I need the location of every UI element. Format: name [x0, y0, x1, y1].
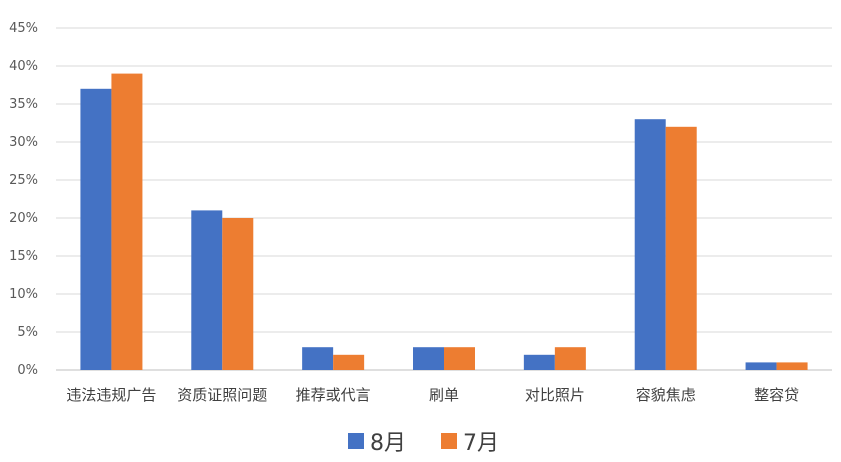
y-tick-label: 10%: [9, 287, 38, 302]
bar-aug-6: [745, 362, 777, 370]
bar-aug-0: [80, 88, 112, 371]
y-tick-label: 40%: [9, 59, 38, 74]
bar-jul-4: [554, 347, 586, 370]
legend-label: 7月: [463, 431, 499, 456]
bar-jul-5: [665, 126, 697, 370]
y-tick-label: 35%: [9, 97, 38, 112]
y-tick-label: 30%: [9, 135, 38, 150]
y-axis-ticks: 0% 5% 10% 15% 20% 25% 30% 35% 40% 45%: [9, 21, 38, 378]
x-category-label: 整容贷: [754, 386, 799, 404]
bar-aug-4: [523, 354, 555, 370]
x-category-label: 资质证照问题: [177, 386, 267, 404]
bar-aug-3: [413, 347, 444, 370]
legend: 8月 7月: [348, 431, 499, 456]
y-tick-label: 45%: [9, 21, 38, 36]
legend-label: 8月: [370, 431, 406, 456]
x-category-label: 违法违规广告: [66, 386, 156, 404]
y-tick-label: 25%: [9, 173, 38, 188]
bar-jul-2: [333, 354, 365, 370]
legend-swatch: [441, 433, 457, 449]
y-tick-label: 20%: [9, 211, 38, 226]
x-category-label: 对比照片: [525, 386, 585, 404]
gridlines: [56, 27, 832, 371]
bar-jul-0: [111, 73, 143, 370]
bar-jul-1: [222, 218, 254, 370]
x-category-label: 刷单: [429, 386, 459, 404]
bar-aug-1: [191, 210, 223, 370]
bars: [80, 73, 808, 371]
x-category-label: 容貌焦虑: [636, 386, 696, 404]
y-tick-label: 0%: [17, 363, 38, 378]
x-category-label: 推荐或代言: [296, 386, 371, 404]
y-tick-label: 5%: [17, 325, 38, 340]
y-tick-label: 15%: [9, 249, 38, 264]
x-axis-labels: 违法违规广告 资质证照问题 推荐或代言 刷单 对比照片 容貌焦虑 整容贷: [66, 386, 799, 404]
bar-jul-3: [444, 347, 475, 370]
bar-jul-6: [776, 362, 808, 370]
bar-aug-2: [302, 347, 334, 370]
bar-aug-5: [634, 119, 666, 370]
legend-swatch: [348, 433, 364, 449]
